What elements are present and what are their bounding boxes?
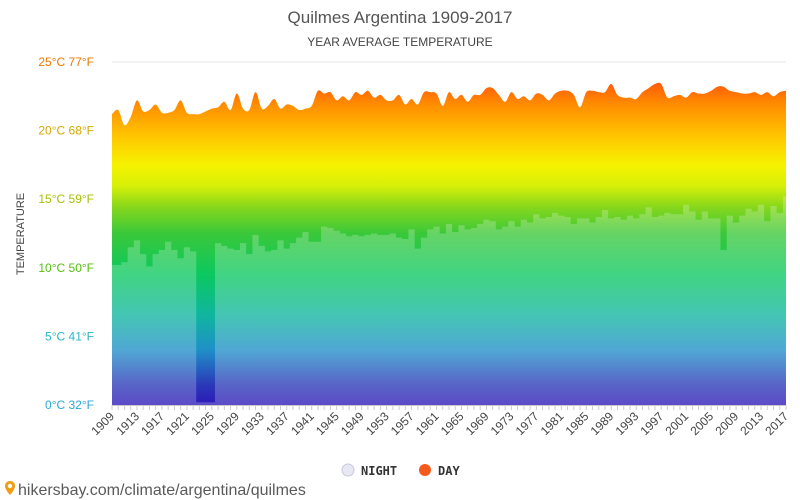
x-tick-label: 1985 (563, 409, 592, 438)
x-tick-label: 1961 (413, 409, 442, 438)
legend-day-swatch (419, 464, 431, 476)
x-tick-label: 2013 (737, 409, 766, 438)
x-tick-label: 1981 (538, 409, 567, 438)
chart-subtitle: YEAR AVERAGE TEMPERATURE (307, 35, 492, 49)
x-tick-label: 1965 (438, 409, 467, 438)
x-tick-label: 2001 (662, 409, 691, 438)
y-tick-label: 0°C 32°F (45, 398, 94, 412)
x-tick-label: 1977 (513, 409, 542, 438)
y-tick-label: 5°C 41°F (45, 329, 94, 343)
x-tick-label: 1993 (613, 409, 642, 438)
credit-link[interactable]: hikersbay.com/climate/argentina/quilmes (5, 481, 306, 499)
x-tick-label: 1917 (138, 409, 167, 438)
x-tick-label: 2017 (762, 409, 791, 438)
legend: NIGHT DAY (341, 463, 460, 478)
day-series-area[interactable] (112, 82, 786, 406)
day-area-group (112, 82, 786, 406)
x-tick-label: 1921 (163, 409, 192, 438)
y-axis-label: TEMPERATURE (15, 193, 27, 275)
x-tick-label: 1909 (88, 409, 117, 438)
legend-item-night[interactable]: NIGHT (341, 463, 397, 478)
credit-text: hikersbay.com/climate/argentina/quilmes (18, 482, 306, 499)
x-tick-label: 1969 (463, 409, 492, 438)
chart-title: Quilmes Argentina 1909-2017 (288, 8, 513, 27)
x-tick-label: 1989 (588, 409, 617, 438)
x-tick-label: 1941 (288, 409, 317, 438)
x-tick-label: 1957 (388, 409, 417, 438)
legend-day-label: DAY (438, 464, 460, 478)
x-tick-label: 1997 (638, 409, 667, 438)
x-tick-label: 2009 (712, 409, 741, 438)
x-tick-label: 1973 (488, 409, 517, 438)
x-tick-label: 1949 (338, 409, 367, 438)
x-tick-label: 1953 (363, 409, 392, 438)
x-axis: 1909191319171921192519291933193719411945… (88, 405, 791, 438)
y-tick-label: 20°C 68°F (38, 124, 94, 138)
x-tick-label: 1945 (313, 409, 342, 438)
legend-item-day[interactable]: DAY (419, 464, 460, 478)
y-tick-label: 25°C 77°F (38, 55, 94, 69)
x-tick-label: 1937 (263, 409, 292, 438)
y-tick-label: 15°C 59°F (38, 192, 94, 206)
y-tick-labels: 0°C 32°F 5°C 41°F 10°C 50°F 15°C 59°F 20°C 6… (38, 55, 94, 412)
x-tick-label: 1925 (188, 409, 217, 438)
y-tick-label: 10°C 50°F (38, 261, 94, 275)
legend-night-swatch (341, 463, 355, 477)
x-tick-label: 1929 (213, 409, 242, 438)
map-pin-icon (5, 481, 15, 495)
night-area-group (112, 196, 786, 405)
x-tick-label: 2005 (687, 409, 716, 438)
legend-night-label: NIGHT (361, 464, 397, 478)
x-tick-label: 1913 (113, 409, 142, 438)
x-tick-label: 1933 (238, 409, 267, 438)
night-series-area[interactable] (112, 196, 786, 405)
